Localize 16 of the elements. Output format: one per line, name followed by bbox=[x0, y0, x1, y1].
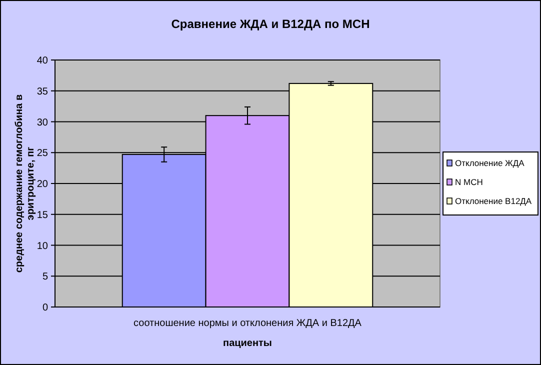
x-tick-label: соотношение нормы и отклонения ЖДА и В12ДА bbox=[134, 318, 362, 329]
y-tick-label: 20 bbox=[36, 179, 48, 190]
y-tick-label: 10 bbox=[36, 240, 48, 252]
legend-label: Отклонение В12ДА bbox=[455, 196, 532, 206]
y-tick-label: 40 bbox=[36, 56, 48, 66]
y-tick-label: 30 bbox=[36, 117, 48, 128]
y-tick-label: 15 bbox=[36, 210, 48, 221]
x-axis-title: пациенты bbox=[223, 338, 272, 349]
y-tick-label: 25 bbox=[36, 148, 48, 160]
y-tick-label: 5 bbox=[42, 272, 48, 283]
legend-label: Отклонение ЖДА bbox=[455, 158, 525, 168]
chart-title: Сравнение ЖДА и В12ДА по МСН bbox=[171, 17, 370, 31]
y-axis-title: среднее содержание гемоглобина в эритроците, пг bbox=[14, 94, 36, 273]
legend-label: N MCH bbox=[455, 176, 483, 187]
y-tick-label: 0 bbox=[42, 302, 48, 314]
y-tick-label: 35 bbox=[36, 86, 48, 98]
